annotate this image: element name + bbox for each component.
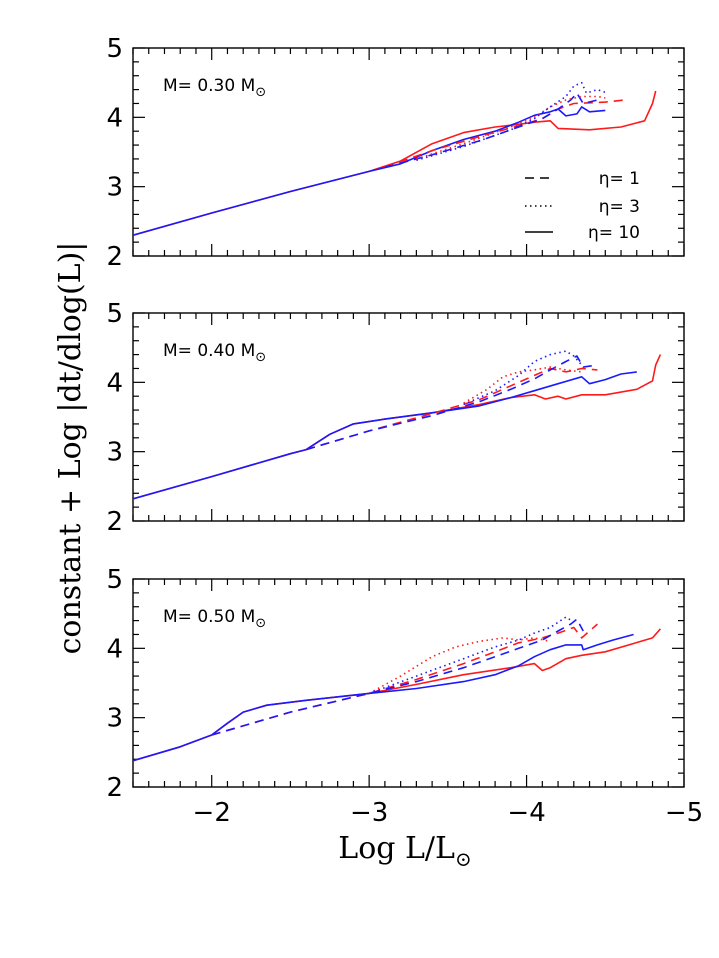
y-axis-title: constant + Log |dt/dlog(L)|	[53, 242, 88, 655]
y-tick-label: 2	[106, 507, 123, 537]
series-blue-eta-10	[133, 633, 634, 762]
series-red-eta-1	[305, 367, 598, 451]
y-tick-label: 2	[106, 773, 123, 803]
plot-frame	[132, 47, 685, 257]
series-blue-eta-1	[384, 92, 598, 169]
panel-2: 2 3 4 5 M= 0.40 M⊙	[106, 299, 685, 537]
panel-3: 2 3 4 5 −2 −3 −4 −5 M= 0.50 M⊙	[106, 565, 703, 828]
series-blue-eta-3	[368, 616, 575, 695]
series-red-eta-1	[211, 623, 598, 736]
legend-label: η= 3	[599, 197, 640, 217]
y-tick-label: 4	[106, 634, 123, 664]
x-axis-title: Log L/L⊙	[338, 831, 471, 871]
x-tick-label: −5	[665, 798, 703, 828]
legend-label: η= 10	[588, 223, 640, 243]
y-tick-label: 4	[106, 368, 123, 398]
x-tick-label: −3	[350, 798, 388, 828]
x-tick-label: −2	[193, 798, 231, 828]
legend: η= 1 η= 3 η= 10	[525, 169, 640, 243]
series-red-eta-10	[133, 628, 662, 762]
series-red-eta-3	[416, 95, 606, 160]
x-tick-label: −4	[507, 798, 545, 828]
series-blue-eta-1	[211, 618, 584, 736]
plot-frame	[132, 312, 685, 522]
series-blue-eta-10	[133, 106, 606, 236]
series-red-eta-1	[384, 99, 625, 169]
series-blue-eta-1	[305, 355, 598, 451]
series-blue-eta-10	[133, 371, 637, 500]
series-blue-eta-3	[416, 81, 606, 162]
y-tick-label: 3	[106, 173, 123, 203]
panel-mass-label: M= 0.30 M⊙	[163, 76, 266, 100]
y-tick-label: 5	[106, 34, 123, 64]
plot-frame	[132, 578, 685, 788]
panel-mass-label: M= 0.50 M⊙	[163, 607, 266, 631]
series-red-eta-3	[463, 366, 582, 404]
legend-label: η= 1	[599, 169, 640, 189]
y-tick-label: 5	[106, 565, 123, 595]
y-tick-label: 3	[106, 438, 123, 468]
y-tick-label: 2	[106, 242, 123, 272]
y-tick-label: 3	[106, 704, 123, 734]
panel-1: 2 3 4 5 M= 0.30 M⊙	[106, 34, 685, 272]
panel-mass-label: M= 0.40 M⊙	[163, 341, 266, 365]
y-tick-label: 5	[106, 299, 123, 329]
y-tick-label: 4	[106, 103, 123, 133]
